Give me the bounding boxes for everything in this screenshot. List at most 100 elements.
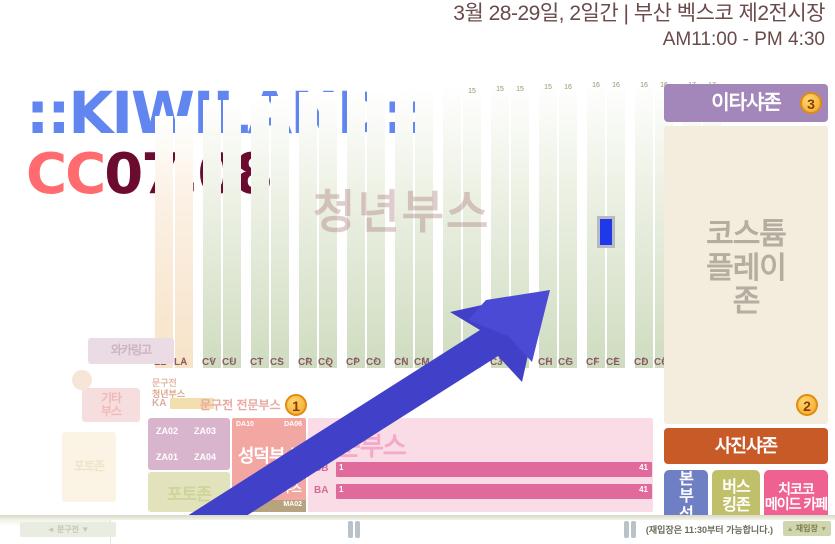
faded-zone-etc-booth: 기타 부스 bbox=[82, 388, 140, 422]
booth-code-prefix: CC bbox=[26, 142, 106, 208]
reentry-down-icon: ▼ bbox=[820, 526, 827, 533]
expo-bar-ba-start: 1 bbox=[339, 485, 344, 494]
booth-column-number: 16 bbox=[655, 82, 673, 89]
booth-column-label-CU: CU bbox=[222, 357, 237, 368]
photo-zone-label: 사진샤존 bbox=[714, 436, 778, 456]
booth-column-CF[interactable]: 16 1 bbox=[587, 80, 605, 368]
booth-column-label-CR: CR bbox=[298, 357, 313, 368]
reentry-button[interactable]: ▲ 재입장 ▼ bbox=[782, 521, 831, 536]
faded-zone-wakaringo: 와카링고 bbox=[88, 338, 174, 364]
booth-column-number: 16 bbox=[612, 82, 620, 89]
booth-column-count: 1 bbox=[594, 357, 598, 364]
itasha-zone-header[interactable]: 이타샤존 3 bbox=[664, 84, 828, 122]
booth-grid-labels: LBLACVCUCTCSCRCQCPCOCNCMCLCKCJCICHCGCFCE… bbox=[154, 357, 716, 375]
bottom-tab-stationery[interactable]: ◄ 문구전 ▼ bbox=[20, 522, 116, 537]
booth-column-label-CF: CF bbox=[586, 357, 600, 368]
bottom-tab-label: 문구전 bbox=[56, 525, 80, 534]
booth-column-label-CP: CP bbox=[346, 357, 360, 368]
booth-column-label-CO: CO bbox=[366, 357, 381, 368]
booth-column-label-CL: CL bbox=[442, 357, 456, 368]
booth-column-LB[interactable]: 1 bbox=[155, 116, 173, 368]
restroom-icon-right bbox=[624, 521, 637, 538]
expo-booth-panel: 전문부스 BB 1 41 BA 1 41 bbox=[308, 418, 653, 512]
booth-column-CG[interactable]: 16 1 bbox=[559, 82, 577, 368]
za-cell-za02[interactable]: ZA02 bbox=[156, 426, 179, 436]
da-cell-da10[interactable]: DA10 bbox=[236, 421, 254, 428]
reentry-note: (재입장은 11:30부터 가능합니다.) bbox=[645, 525, 773, 535]
booth-column-number: 16 bbox=[564, 84, 572, 91]
booth-column-label-CS: CS bbox=[270, 357, 284, 368]
booth-column-label-CJ: CJ bbox=[490, 357, 503, 368]
za-cell-za01[interactable]: ZA01 bbox=[156, 452, 179, 462]
faded-zone-photo: 포토존 bbox=[62, 432, 116, 502]
ma-cell-ma02[interactable]: MA02 bbox=[283, 501, 302, 508]
expo-bar-bb-start: 1 bbox=[339, 463, 344, 472]
expo-booth-title: 전문부스 bbox=[314, 431, 407, 461]
booth-column-label-CG: CG bbox=[558, 357, 573, 368]
booth-column-CU[interactable]: 1 bbox=[223, 100, 241, 368]
booth-column-label-CQ: CQ bbox=[318, 357, 333, 368]
restroom-icon-center bbox=[348, 521, 361, 538]
booth-column-CD[interactable]: 16 1 bbox=[635, 80, 653, 368]
booth-column-CJ[interactable]: 15 1 bbox=[491, 84, 509, 368]
booth-column-CH[interactable]: 15 1 bbox=[539, 82, 557, 368]
reentry-label: 재입장 bbox=[795, 524, 818, 533]
booth-column-label-CV: CV bbox=[202, 357, 216, 368]
za-block[interactable]: ZA02 ZA03 ZA01 ZA04 bbox=[148, 418, 230, 470]
reentry-up-icon: ▲ bbox=[786, 526, 794, 533]
booth-column-count: 1 bbox=[642, 357, 646, 364]
zone-badge-1: 1 bbox=[285, 394, 307, 416]
costume-play-zone[interactable]: 코스튬 플레이 존 2 bbox=[664, 126, 828, 424]
booth-column-number: 15 bbox=[496, 86, 504, 93]
booth-column-count: 1 bbox=[566, 357, 570, 364]
bottom-status-bar: ◄ 문구전 ▼ (재입장은 11:30부터 가능합니다.) ▲ 재입장 ▼ bbox=[0, 515, 835, 544]
booth-column-label-LA: LA bbox=[174, 357, 188, 368]
booth-column-CV[interactable]: 1 bbox=[203, 100, 221, 368]
da-block-label: 성덕부스 bbox=[237, 446, 301, 466]
youth-booth-watermark: 청년부스 bbox=[313, 186, 491, 238]
event-header: 3월 28-29일, 2일간 | 부산 벡스코 제2전시장 AM11:00 - … bbox=[453, 2, 825, 51]
expo-row-code-ba: BA bbox=[314, 485, 329, 496]
booth-code: CC07,08 bbox=[26, 147, 425, 203]
ma-cell-ma01[interactable]: MA01 bbox=[236, 501, 255, 508]
booth-column-label-CE: CE bbox=[606, 357, 620, 368]
zone-badge-3: 3 bbox=[800, 92, 822, 114]
za-cell-za04[interactable]: ZA04 bbox=[194, 452, 217, 462]
cos-booth-label: 코스어섬덕부스 bbox=[237, 483, 302, 495]
booth-column-CE[interactable]: 16 1 bbox=[607, 80, 625, 368]
da-cell-da06[interactable]: DA06 bbox=[284, 421, 302, 428]
costume-play-zone-label: 코스튬 플레이 존 bbox=[706, 218, 787, 319]
expo-bar-bb[interactable]: 1 41 bbox=[336, 462, 652, 477]
ka-label: KA bbox=[152, 398, 167, 410]
selected-booth-cell[interactable] bbox=[597, 216, 615, 248]
expo-bar-ba[interactable]: 1 41 bbox=[336, 484, 652, 499]
expo-bar-ba-end: 41 bbox=[639, 485, 648, 494]
photo-zone-box[interactable]: 포토존 bbox=[148, 472, 230, 512]
booth-column-number: 16 bbox=[640, 82, 648, 89]
booth-column-number: 15 bbox=[516, 86, 524, 93]
booth-column-number: 15 bbox=[544, 84, 552, 91]
booth-column-CI[interactable]: 15 1 bbox=[511, 84, 529, 368]
booth-column-LA[interactable]: 1 bbox=[175, 116, 193, 368]
booth-column-label-CM: CM bbox=[414, 357, 430, 368]
itasha-zone-label: 이타샤존 bbox=[711, 92, 782, 114]
booth-column-label-CC: CC bbox=[654, 357, 669, 368]
expo-row-code-bb: BB bbox=[314, 463, 329, 474]
booth-column-number: 15 bbox=[468, 88, 476, 95]
expo-bar-bb-end: 41 bbox=[639, 463, 648, 472]
event-time-line: AM11:00 - PM 4:30 bbox=[662, 29, 825, 51]
za-cell-za03[interactable]: ZA03 bbox=[194, 426, 217, 436]
bottom-sheet-area bbox=[110, 520, 835, 544]
photo-zone-header[interactable]: 사진샤존 bbox=[664, 428, 828, 464]
ka-title: 문구전 전문부스 bbox=[200, 398, 281, 412]
booth-column-CS[interactable]: 1 bbox=[271, 96, 289, 368]
booth-column-count: 1 bbox=[614, 357, 618, 364]
booth-column-label-CI: CI bbox=[510, 357, 520, 368]
booth-column-number: 16 bbox=[592, 82, 600, 89]
faded-marker-circle bbox=[72, 370, 92, 390]
stat-label-youth: 청년부스 bbox=[152, 389, 186, 399]
ma-row[interactable]: MA01 MA02 bbox=[232, 500, 306, 512]
booth-column-label-CD: CD bbox=[634, 357, 649, 368]
booth-column-CT[interactable]: 1 bbox=[251, 96, 269, 368]
booth-column-label-CH: CH bbox=[538, 357, 553, 368]
